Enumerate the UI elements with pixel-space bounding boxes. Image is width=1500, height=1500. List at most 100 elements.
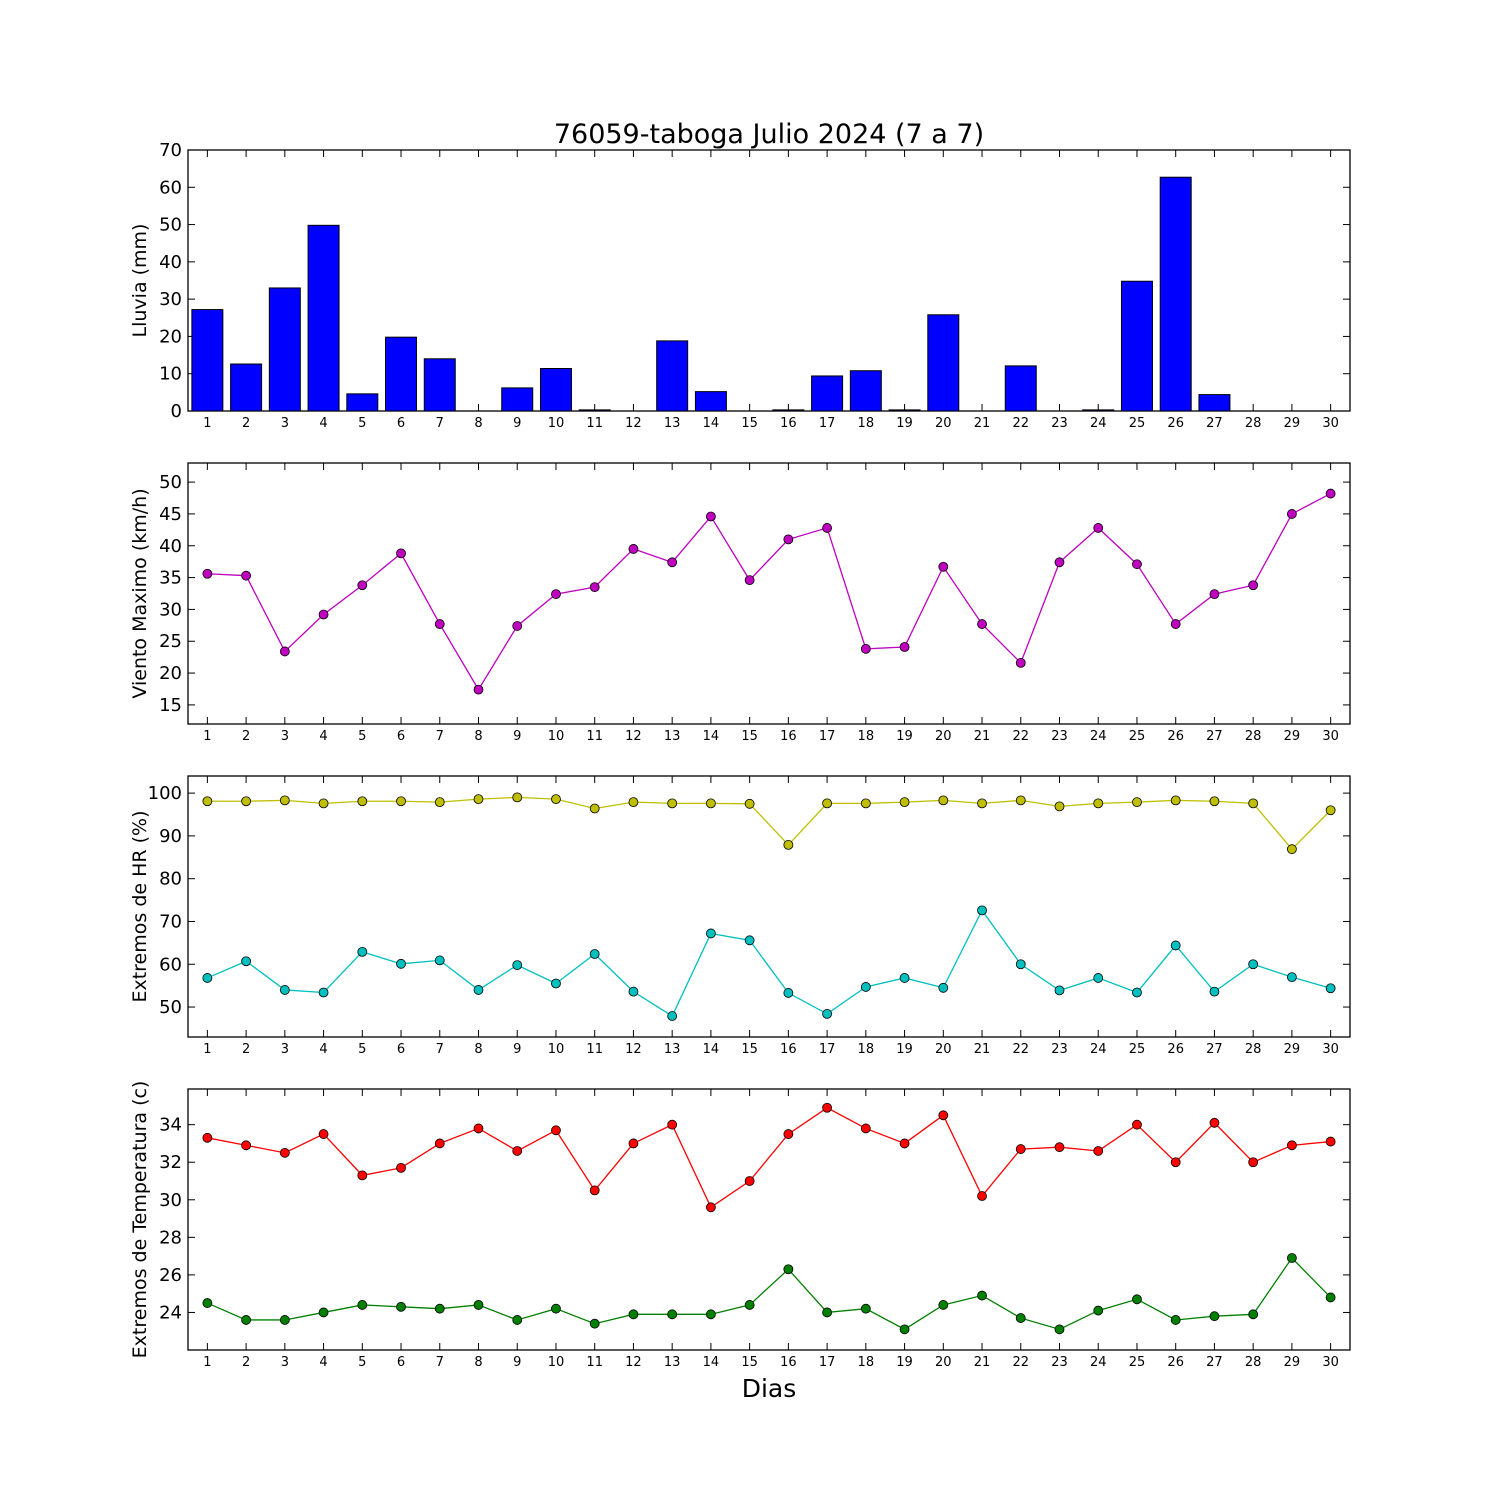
wind-series-0-point — [628, 544, 639, 554]
rain-bar — [772, 409, 805, 412]
temperature-series-1-point — [822, 1307, 832, 1318]
rain-x-tick-label: 23 — [1051, 416, 1068, 431]
humidity-x-tick-label: 22 — [1012, 1042, 1029, 1057]
temperature-x-tick-label: 27 — [1206, 1355, 1223, 1370]
wind-x-tick-label: 7 — [436, 729, 444, 744]
rain-x-tick-label: 13 — [664, 416, 681, 431]
rain-bar — [539, 367, 572, 412]
rain-x-tick-label: 5 — [358, 416, 366, 431]
temperature-series-1-point — [1287, 1253, 1297, 1263]
wind-x-tick-label: 18 — [858, 729, 875, 744]
rain-y-tick-label: 50 — [159, 215, 182, 236]
wind-series-0-point — [1054, 557, 1065, 568]
humidity-series-0-point — [628, 797, 639, 807]
wind-series-0-point — [473, 684, 484, 695]
temperature-series-1-point — [1170, 1315, 1181, 1325]
temperature-x-tick-label: 19 — [896, 1355, 913, 1370]
wind-series-0-point — [1015, 657, 1026, 668]
wind-x-tick-label: 10 — [548, 729, 565, 744]
wind-series-0-point — [1248, 580, 1259, 591]
humidity-x-tick-label: 9 — [513, 1042, 521, 1057]
temperature-series-0-point — [744, 1176, 755, 1186]
humidity-x-tick-label: 8 — [474, 1042, 482, 1057]
humidity-x-tick-label: 30 — [1322, 1042, 1339, 1057]
temperature-x-tick-label: 12 — [625, 1355, 642, 1370]
temperature-series-0-point — [241, 1140, 252, 1151]
temperature-series-1-point — [1093, 1305, 1104, 1316]
rain-x-tick-label: 25 — [1129, 416, 1146, 431]
rain-bar — [811, 375, 844, 412]
temperature-series-1-point — [938, 1300, 949, 1310]
temperature-x-tick-label: 17 — [819, 1355, 836, 1370]
rain-y-tick-label: 0 — [171, 401, 182, 422]
humidity-series-1-point — [551, 978, 561, 989]
temperature-series-1-point — [706, 1309, 716, 1320]
temperature-series-1-point — [1325, 1292, 1336, 1303]
temperature-x-tick-label: 29 — [1284, 1355, 1301, 1370]
humidity-x-tick-label: 19 — [896, 1042, 913, 1057]
humidity-y-tick-label: 50 — [159, 997, 182, 1018]
rain-bar — [1159, 176, 1192, 412]
humidity-series-0-point — [241, 796, 252, 807]
temperature-x-tick-label: 22 — [1012, 1355, 1029, 1370]
humidity-x-tick-label: 11 — [586, 1042, 603, 1057]
wind-y-tick-label: 50 — [159, 472, 182, 493]
temperature-y-tick-label: 26 — [159, 1265, 182, 1286]
wind-x-tick-label: 6 — [397, 729, 405, 744]
temperature-series-0-point — [589, 1185, 600, 1196]
wind-series-0-point — [1209, 589, 1220, 600]
wind-series-0-point — [396, 548, 406, 559]
temperature-series-1-point — [202, 1298, 213, 1308]
humidity-series-1-point — [202, 973, 213, 983]
wind-x-tick-label: 5 — [358, 729, 366, 744]
humidity-series-0-point — [202, 796, 213, 807]
humidity-series-0-point — [667, 798, 678, 809]
wind-x-tick-label: 26 — [1167, 729, 1184, 744]
humidity-series-1-point — [1287, 972, 1297, 982]
wind-x-tick-label: 2 — [242, 729, 250, 744]
rain-bar — [423, 358, 456, 412]
rain-x-tick-label: 18 — [858, 416, 875, 431]
temperature-x-tick-label: 24 — [1090, 1355, 1107, 1370]
humidity-x-tick-label: 29 — [1284, 1042, 1301, 1057]
temperature-x-tick-label: 9 — [513, 1355, 521, 1370]
temperature-series-1-point — [860, 1303, 871, 1314]
temperature-series-0-point — [396, 1162, 406, 1173]
temperature-series-1-point — [977, 1290, 987, 1301]
rain-y-tick-label: 30 — [159, 289, 182, 310]
rain-bar — [346, 393, 379, 412]
temperature-series-0-point — [1015, 1144, 1026, 1154]
rain-bar — [501, 387, 534, 412]
temperature-series-0-point — [473, 1123, 484, 1134]
wind-series-0-point — [667, 557, 678, 568]
humidity-series-0-point — [318, 798, 329, 809]
humidity-x-tick-label: 7 — [436, 1042, 444, 1057]
rain-bar — [1120, 280, 1153, 412]
humidity-x-tick-label: 4 — [319, 1042, 327, 1057]
temperature-series-0-point — [202, 1132, 213, 1143]
humidity-series-0-point — [860, 798, 871, 809]
temperature-series-0-point — [1132, 1119, 1142, 1130]
wind-x-tick-label: 25 — [1129, 729, 1146, 744]
rain-bar — [656, 340, 689, 412]
humidity-series-0-point — [512, 792, 523, 803]
humidity-series-0-point — [783, 839, 794, 850]
temperature-x-tick-label: 30 — [1322, 1355, 1339, 1370]
wind-series-0-point — [1093, 523, 1104, 533]
rain-x-tick-label: 4 — [319, 416, 327, 431]
temperature-x-tick-label: 26 — [1167, 1355, 1184, 1370]
humidity-series-1-point — [1170, 940, 1181, 951]
humidity-series-0-point — [938, 795, 949, 806]
temperature-series-0-point — [318, 1129, 329, 1139]
humidity-x-tick-label: 16 — [780, 1042, 797, 1057]
humidity-series-1-point — [744, 935, 755, 946]
wind-x-tick-label: 3 — [281, 729, 289, 744]
humidity-series-0-point — [357, 796, 368, 807]
temperature-series-0-point — [628, 1138, 639, 1149]
temperature-series-1-point — [279, 1315, 290, 1325]
temperature-x-tick-label: 14 — [703, 1355, 720, 1370]
rain-x-tick-label: 2 — [242, 416, 250, 431]
humidity-x-tick-label: 25 — [1129, 1042, 1146, 1057]
